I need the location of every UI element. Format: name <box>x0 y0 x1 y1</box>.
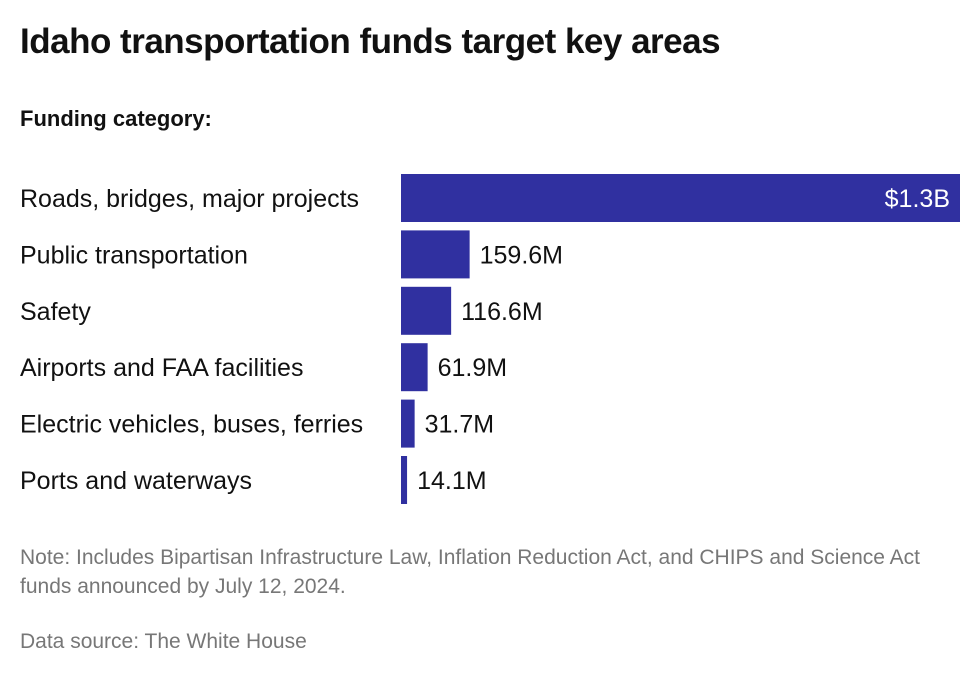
category-label: Ports and waterways <box>20 467 252 495</box>
category-label: Safety <box>20 298 91 326</box>
bar <box>401 230 470 279</box>
bar <box>401 174 960 222</box>
chart-subtitle: Funding category: <box>20 106 212 131</box>
chart-title: Idaho transportation funds target key ar… <box>20 22 721 61</box>
bar <box>401 343 428 392</box>
category-label: Airports and FAA facilities <box>20 354 303 382</box>
category-label: Roads, bridges, major projects <box>20 185 359 213</box>
value-label: 61.9M <box>438 354 507 382</box>
data-source: Data source: The White House <box>20 630 307 653</box>
bar-chart: Roads, bridges, major projects $1.3B Publi… <box>20 174 960 504</box>
category-label: Public transportation <box>20 241 248 269</box>
chart-note: Note: Includes Bipartisan Infrastructure… <box>20 546 920 598</box>
value-label: 31.7M <box>425 411 494 439</box>
value-label: $1.3B <box>885 185 950 213</box>
bar <box>401 456 408 504</box>
bar <box>401 286 452 335</box>
value-label: 159.6M <box>480 241 563 269</box>
value-label: 14.1M <box>417 467 486 495</box>
category-label: Electric vehicles, buses, ferries <box>20 411 363 439</box>
value-label: 116.6M <box>461 298 543 326</box>
bar <box>401 399 415 448</box>
